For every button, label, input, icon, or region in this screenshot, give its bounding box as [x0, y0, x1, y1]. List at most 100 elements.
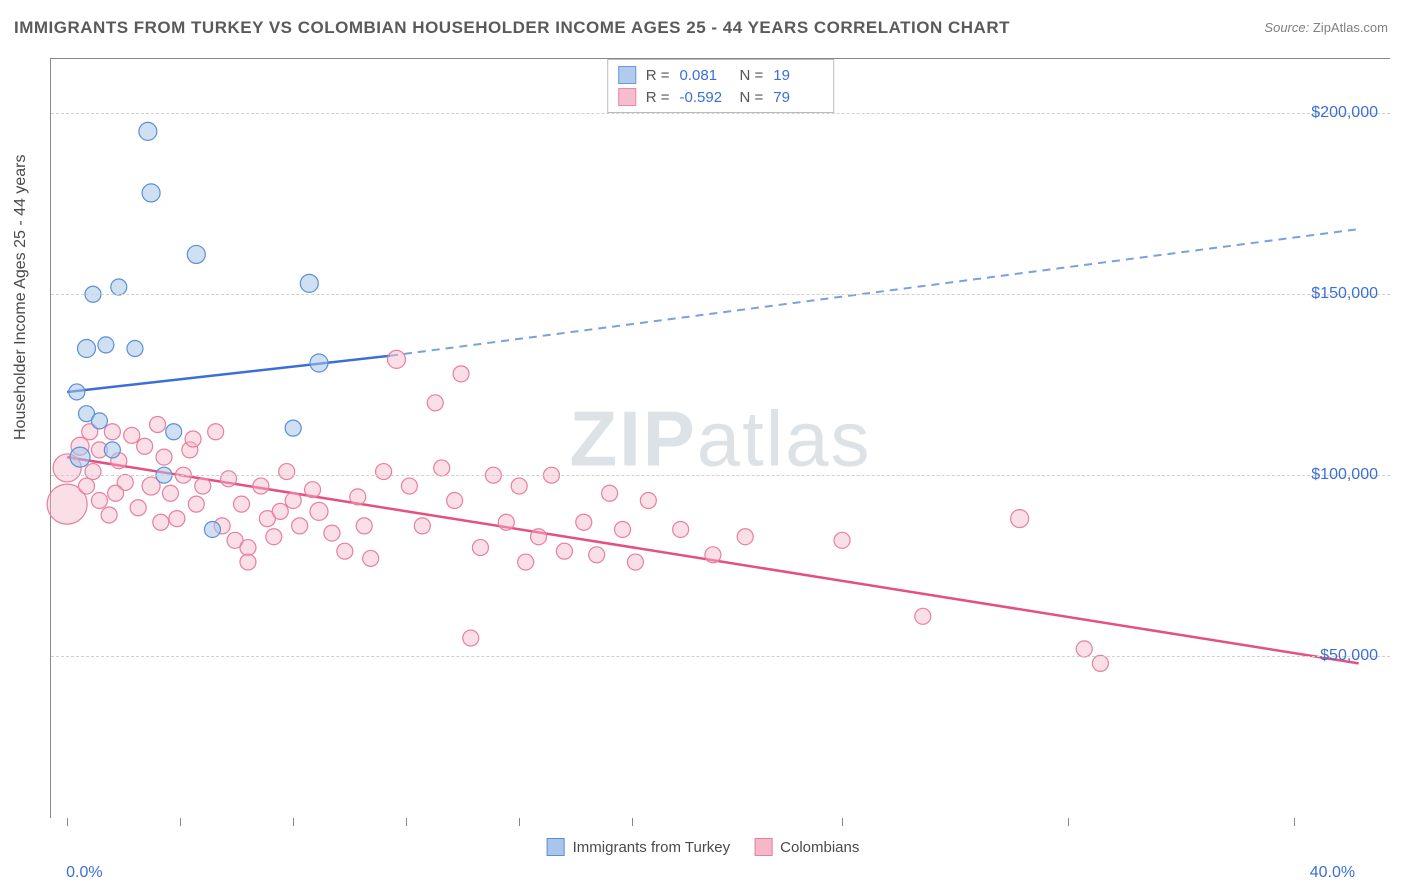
- plot-area: ZIPatlas R =0.081N =19R =-0.592N =79 $50…: [50, 58, 1390, 818]
- turkey-point: [70, 447, 90, 467]
- colombian-point: [130, 500, 146, 516]
- colombian-point: [305, 482, 321, 498]
- colombian-point: [401, 478, 417, 494]
- colombian-point: [834, 532, 850, 548]
- turkey-point: [104, 442, 120, 458]
- colombian-point: [556, 543, 572, 559]
- colombian-point: [705, 547, 721, 563]
- turkey-point: [204, 521, 220, 537]
- colombian-point: [185, 431, 201, 447]
- legend-item-turkey: Immigrants from Turkey: [547, 838, 731, 856]
- colombian-point: [101, 507, 117, 523]
- x-axis-label: 0.0%: [66, 864, 102, 882]
- colombian-point: [627, 554, 643, 570]
- colombian-point: [266, 529, 282, 545]
- colombian-point: [162, 485, 178, 501]
- colombian-point: [79, 478, 95, 494]
- colombian-point: [285, 493, 301, 509]
- turkey-legend-label: Immigrants from Turkey: [573, 839, 731, 856]
- colombian-point: [915, 608, 931, 624]
- y-tick-label: $200,000: [1311, 104, 1378, 122]
- turkey-trend-solid: [67, 356, 390, 392]
- turkey-point: [139, 122, 157, 140]
- source-value: ZipAtlas.com: [1313, 20, 1388, 35]
- turkey-trend-dashed: [390, 229, 1359, 356]
- colombian-point: [434, 460, 450, 476]
- colombian-point: [511, 478, 527, 494]
- colombian-point: [350, 489, 366, 505]
- colombian-point: [253, 478, 269, 494]
- gridline-h: [51, 475, 1390, 476]
- colombian-point: [240, 540, 256, 556]
- gridline-h: [51, 656, 1390, 657]
- colombian-point: [310, 502, 328, 520]
- gridline-h: [51, 113, 1390, 114]
- x-tick: [632, 818, 633, 826]
- x-tick: [406, 818, 407, 826]
- colombian-point: [427, 395, 443, 411]
- turkey-legend-swatch: [547, 838, 565, 856]
- colombian-point: [1011, 510, 1029, 528]
- colombian-point: [589, 547, 605, 563]
- colombian-point: [498, 514, 514, 530]
- colombian-point: [279, 464, 295, 480]
- colombian-point: [615, 521, 631, 537]
- y-tick-label: $100,000: [1311, 466, 1378, 484]
- colombian-point: [453, 366, 469, 382]
- colombian-point: [234, 496, 250, 512]
- turkey-point: [69, 384, 85, 400]
- colombian-point: [576, 514, 592, 530]
- colombian-point: [363, 550, 379, 566]
- turkey-point: [91, 413, 107, 429]
- x-axis-label: 40.0%: [1310, 864, 1355, 882]
- colombian-point: [137, 438, 153, 454]
- legend-item-colombian: Colombians: [754, 838, 859, 856]
- colombian-point: [104, 424, 120, 440]
- colombian-legend-label: Colombians: [780, 839, 859, 856]
- colombian-point: [292, 518, 308, 534]
- colombian-point: [156, 449, 172, 465]
- colombian-legend-swatch: [754, 838, 772, 856]
- x-tick: [1294, 818, 1295, 826]
- colombian-point: [150, 417, 166, 433]
- colombian-point: [85, 464, 101, 480]
- colombian-point: [221, 471, 237, 487]
- gridline-h: [51, 294, 1390, 295]
- colombian-point: [1092, 655, 1108, 671]
- colombian-point: [518, 554, 534, 570]
- turkey-point: [98, 337, 114, 353]
- x-tick: [180, 818, 181, 826]
- x-tick: [842, 818, 843, 826]
- colombian-point: [169, 511, 185, 527]
- x-tick: [519, 818, 520, 826]
- x-tick: [67, 818, 68, 826]
- colombian-point: [272, 503, 288, 519]
- source-label: Source:: [1264, 20, 1309, 35]
- colombian-point: [376, 464, 392, 480]
- turkey-point: [166, 424, 182, 440]
- colombian-point: [737, 529, 753, 545]
- colombian-point: [153, 514, 169, 530]
- colombian-point: [472, 540, 488, 556]
- colombian-point: [531, 529, 547, 545]
- turkey-point: [285, 420, 301, 436]
- turkey-point: [300, 274, 318, 292]
- colombian-point: [387, 350, 405, 368]
- y-tick-label: $150,000: [1311, 285, 1378, 303]
- colombian-point: [602, 485, 618, 501]
- turkey-point: [127, 341, 143, 357]
- colombian-point: [91, 493, 107, 509]
- colombian-point: [356, 518, 372, 534]
- colombian-point: [240, 554, 256, 570]
- colombian-point: [208, 424, 224, 440]
- turkey-point: [78, 340, 96, 358]
- scatter-svg: [51, 59, 1390, 818]
- source-attribution: Source: ZipAtlas.com: [1264, 20, 1388, 35]
- y-axis-title: Householder Income Ages 25 - 44 years: [12, 155, 30, 441]
- colombian-point: [414, 518, 430, 534]
- colombian-point: [188, 496, 204, 512]
- colombian-point: [1076, 641, 1092, 657]
- turkey-point: [187, 245, 205, 263]
- bottom-legend: Immigrants from Turkey Colombians: [547, 838, 860, 856]
- colombian-point: [124, 427, 140, 443]
